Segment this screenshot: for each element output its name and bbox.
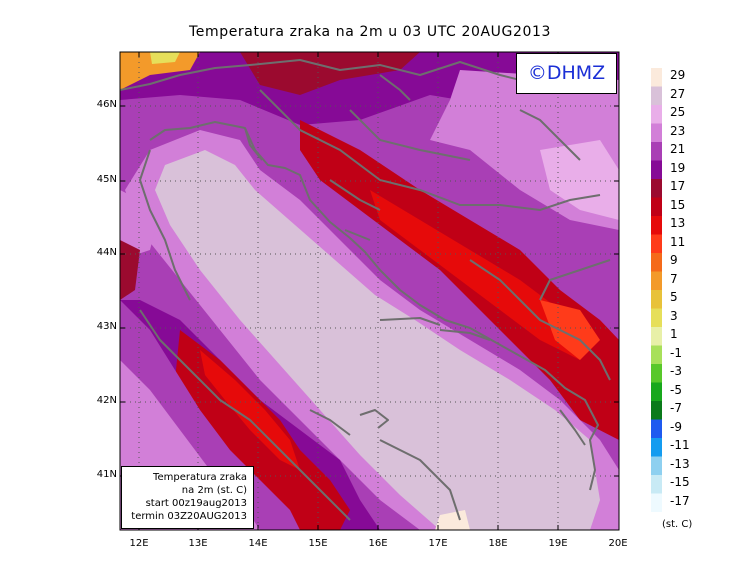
info-line-4: termin 03Z20AUG2013 xyxy=(131,511,247,522)
colorbar-label: 1 xyxy=(670,327,678,341)
colorbar-swatch xyxy=(651,216,662,235)
dinaric-core xyxy=(370,190,590,360)
colorbar-swatch xyxy=(651,123,662,142)
dhmz-logo: ©DHMZ xyxy=(516,53,617,94)
colorbar-units: (st. C) xyxy=(662,519,693,530)
lon-label-13e: 13E xyxy=(188,538,208,549)
colorbar-label: 7 xyxy=(670,271,678,286)
colorbar-swatch xyxy=(651,253,662,272)
colorbar-label: 25 xyxy=(670,105,686,119)
colorbar-label: -13 xyxy=(670,456,690,471)
lat-label-46n: 46N xyxy=(96,99,117,110)
lon-label-18e: 18E xyxy=(488,538,508,549)
alps-hot-zone xyxy=(120,52,200,90)
colorbar-swatch xyxy=(651,234,662,253)
colorbar-label: 17 xyxy=(670,179,686,193)
map-frame xyxy=(119,51,620,531)
lon-label-19e: 19E xyxy=(548,538,568,549)
colorbar-label: -1 xyxy=(670,345,682,360)
graticule xyxy=(120,52,619,530)
lat-label-42n: 42N xyxy=(96,395,117,406)
colorbar-swatch xyxy=(651,438,662,457)
colorbar-swatch xyxy=(651,419,662,438)
colorbar-label: 5 xyxy=(670,290,678,304)
colorbar-label: -17 xyxy=(670,493,690,508)
colorbar-label: -15 xyxy=(670,475,690,489)
colorbar-swatch xyxy=(651,456,662,475)
south-warm-spot xyxy=(435,510,470,530)
colorbar-swatch xyxy=(651,197,662,216)
colorbar-swatch xyxy=(651,68,662,87)
lon-label-14e: 14E xyxy=(248,538,268,549)
colorbar-label: -5 xyxy=(670,382,682,397)
lat-label-41n: 41N xyxy=(96,469,117,480)
colorbar-label: 29 xyxy=(670,68,686,82)
alps-warm-zone xyxy=(150,52,180,64)
info-line-1: Temperatura zraka xyxy=(153,472,247,483)
colorbar-label: 3 xyxy=(670,308,678,323)
colorbar-label: -11 xyxy=(670,438,690,452)
colorbar-label: 23 xyxy=(670,123,686,138)
colorbar xyxy=(651,68,662,512)
colorbar-label: -7 xyxy=(670,401,682,415)
pannonia-lilac xyxy=(540,140,619,220)
lat-label-43n: 43N xyxy=(96,321,117,332)
north-zone xyxy=(120,52,619,125)
map-title: Temperatura zraka na 2m u 03 UTC 20AUG20… xyxy=(189,24,551,40)
colorbar-swatch xyxy=(651,290,662,309)
colorbar-swatch xyxy=(651,105,662,124)
colorbar-label: 19 xyxy=(670,160,686,175)
colorbar-swatch xyxy=(651,179,662,198)
colorbar-label: 11 xyxy=(670,234,686,249)
country-borders xyxy=(259,74,611,381)
info-box: Temperatura zraka na 2m (st. C) start 00… xyxy=(121,466,254,529)
colorbar-label: 15 xyxy=(670,197,686,212)
lon-label-16e: 16E xyxy=(368,538,388,549)
lon-label-20e: 20E xyxy=(608,538,628,549)
colorbar-label: 9 xyxy=(670,253,678,267)
colorbar-swatch xyxy=(651,271,662,290)
colorbar-label: 21 xyxy=(670,142,686,156)
colorbar-swatch xyxy=(651,160,662,179)
coastlines xyxy=(120,59,599,521)
adriatic-sea xyxy=(155,150,600,530)
colorbar-label: -3 xyxy=(670,364,682,378)
colorbar-swatch xyxy=(651,345,662,364)
colorbar-label: -9 xyxy=(670,419,682,434)
apennine-core xyxy=(200,350,300,470)
colorbar-swatch xyxy=(651,401,662,420)
colorbar-swatch xyxy=(651,308,662,327)
colorbar-swatch xyxy=(651,327,662,346)
colorbar-label: 27 xyxy=(670,86,686,101)
lat-label-45n: 45N xyxy=(96,174,117,185)
colorbar-swatch xyxy=(651,493,662,512)
lat-label-44n: 44N xyxy=(96,247,117,258)
info-line-2: na 2m (st. C) xyxy=(181,485,247,496)
colorbar-swatch xyxy=(651,142,662,161)
colorbar-swatch xyxy=(651,86,662,105)
colorbar-swatch xyxy=(651,475,662,494)
info-line-3: start 00z19aug2013 xyxy=(145,498,247,509)
lon-label-17e: 17E xyxy=(428,538,448,549)
lon-label-12e: 12E xyxy=(129,538,149,549)
colorbar-swatch xyxy=(651,364,662,383)
po-valley-hot xyxy=(120,240,140,300)
colorbar-swatch xyxy=(651,382,662,401)
north-hot-zone xyxy=(240,52,420,95)
lon-label-15e: 15E xyxy=(308,538,328,549)
colorbar-label: 13 xyxy=(670,216,686,230)
